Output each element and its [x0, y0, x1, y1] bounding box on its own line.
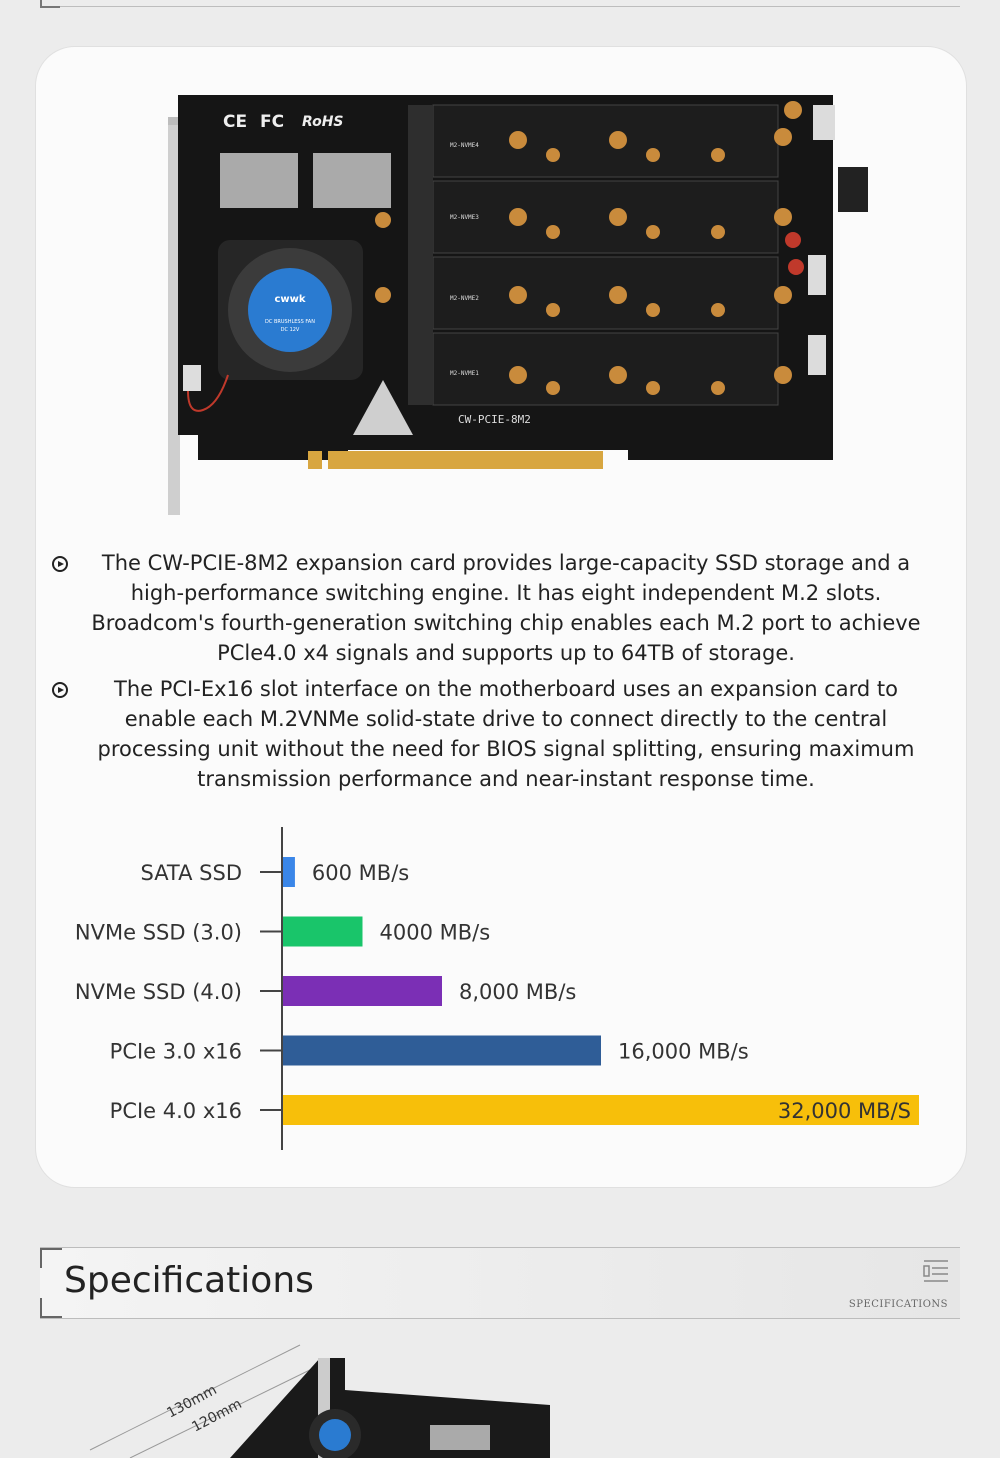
- section-subtitle: SPECIFICATIONS: [848, 1299, 948, 1310]
- svg-text:M2-NVME2: M2-NVME2: [450, 295, 479, 302]
- top-corner-mark: [40, 0, 60, 8]
- category-label: PCIe 4.0 x16: [110, 1099, 242, 1123]
- fan-hub: [248, 268, 332, 352]
- gold-fingers: [328, 451, 603, 469]
- feature-text: The PCI-Ex16 slot interface on the mothe…: [97, 677, 915, 791]
- top-divider: [40, 0, 960, 7]
- logo-triangle: [353, 380, 413, 435]
- bar: [283, 1035, 601, 1066]
- data-label: 4000 MB/s: [380, 921, 491, 945]
- ce-mark: CE: [223, 112, 247, 132]
- svg-text:M2-NVME4: M2-NVME4: [450, 142, 479, 149]
- card-dimension-image: 130mm 120mm: [89, 1344, 550, 1458]
- feature-item: The CW-PCIE-8M2 expansion card provides …: [52, 548, 932, 668]
- feature-text: The CW-PCIE-8M2 expansion card provides …: [91, 551, 921, 665]
- m2-slots: M2-NVME4 M2-NVME3 M2-NVME2 M2-NVME1: [408, 104, 779, 406]
- feature-item: The PCI-Ex16 slot interface on the mothe…: [52, 674, 932, 794]
- svg-text:M2-NVME1: M2-NVME1: [450, 370, 479, 377]
- category-label: PCIe 3.0 x16: [110, 1040, 242, 1064]
- expansion-card-image: CE FC RoHS cwwk DC BRUSHLESS FAN DC 12V …: [168, 95, 868, 515]
- section-title: Specifications: [64, 1260, 314, 1301]
- svg-text:DC BRUSHLESS FAN: DC BRUSHLESS FAN: [265, 319, 315, 325]
- header-connector: [813, 105, 835, 140]
- corner-mark: [40, 1248, 62, 1268]
- corner-mark: [40, 1298, 62, 1318]
- speed-chart: SATA SSD 600 MB/s NVMe SSD (3.0) 4000 MB/s N…: [75, 827, 919, 1150]
- rohs-mark: RoHS: [302, 114, 344, 130]
- sff-connector-1: [220, 153, 298, 208]
- bar: [283, 1095, 919, 1125]
- list-icon: [923, 1260, 948, 1282]
- play-circle-icon: [52, 556, 68, 572]
- specifications-header: Specifications SPECIFICATIONS: [40, 1247, 960, 1319]
- play-circle-icon: [52, 682, 68, 698]
- category-label: NVMe SSD (3.0): [75, 921, 242, 945]
- model-label: CW-PCIE-8M2: [458, 413, 531, 426]
- data-label: 8,000 MB/s: [459, 980, 576, 1004]
- svg-text:cwwk: cwwk: [274, 294, 305, 305]
- fc-mark: FC: [260, 112, 284, 132]
- bar: [283, 976, 442, 1006]
- category-label: NVMe SSD (4.0): [75, 980, 242, 1004]
- category-label: SATA SSD: [140, 861, 242, 885]
- data-label: 32,000 MB/S: [778, 1099, 911, 1123]
- data-label: 600 MB/s: [312, 861, 409, 885]
- sff-connector-2: [313, 153, 391, 208]
- bar: [283, 916, 363, 947]
- bar: [283, 857, 295, 887]
- feature-list: The CW-PCIE-8M2 expansion card provides …: [52, 548, 932, 800]
- data-label: 16,000 MB/s: [618, 1040, 749, 1064]
- svg-text:M2-NVME3: M2-NVME3: [450, 214, 479, 221]
- pci-bracket: [168, 120, 180, 515]
- svg-text:DC 12V: DC 12V: [281, 327, 300, 333]
